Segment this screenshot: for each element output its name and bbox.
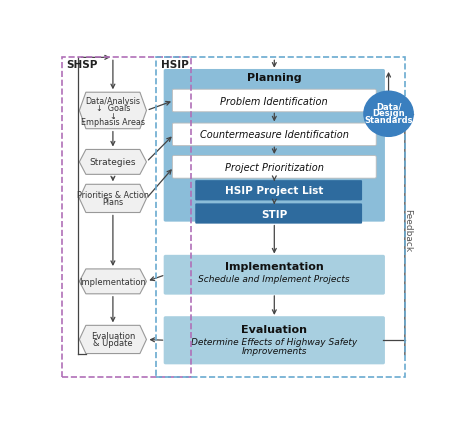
Text: Data/: Data/: [376, 103, 401, 112]
FancyBboxPatch shape: [172, 156, 376, 179]
Text: & Update: & Update: [93, 338, 133, 347]
Text: Problem Identification: Problem Identification: [220, 96, 328, 106]
FancyBboxPatch shape: [164, 316, 385, 365]
Text: HSIP Project List: HSIP Project List: [225, 186, 323, 196]
Text: ↓: ↓: [110, 112, 116, 121]
Text: Emphasis Areas: Emphasis Areas: [81, 118, 145, 126]
Text: Design: Design: [372, 109, 405, 118]
Polygon shape: [80, 269, 146, 294]
Text: Countermeasure Identification: Countermeasure Identification: [200, 130, 349, 140]
Text: Priorities & Action: Priorities & Action: [77, 190, 149, 200]
Text: Schedule and Implement Projects: Schedule and Implement Projects: [198, 274, 350, 283]
Text: Project Prioritization: Project Prioritization: [225, 163, 324, 172]
Text: Strategies: Strategies: [90, 158, 136, 167]
Polygon shape: [80, 185, 146, 213]
FancyBboxPatch shape: [195, 181, 362, 201]
Text: Improvements: Improvements: [241, 346, 307, 355]
Text: Determine Effects of Highway Safety: Determine Effects of Highway Safety: [191, 338, 358, 347]
FancyBboxPatch shape: [164, 70, 385, 222]
FancyBboxPatch shape: [164, 255, 385, 295]
Text: HSIP: HSIP: [161, 60, 189, 70]
Text: Implementation: Implementation: [80, 277, 146, 286]
Text: Evaluation: Evaluation: [241, 325, 307, 335]
Text: Planning: Planning: [247, 73, 301, 83]
Text: Data/Analysis: Data/Analysis: [85, 97, 140, 106]
Text: Plans: Plans: [102, 198, 124, 207]
Text: Feedback: Feedback: [403, 209, 412, 252]
Text: SHSP: SHSP: [66, 60, 97, 70]
Polygon shape: [80, 93, 146, 129]
Text: STIP: STIP: [261, 209, 287, 219]
Text: Evaluation: Evaluation: [91, 331, 135, 340]
Text: Standards: Standards: [364, 116, 413, 125]
FancyBboxPatch shape: [172, 90, 376, 113]
FancyBboxPatch shape: [172, 124, 376, 146]
Text: ↓  Goals: ↓ Goals: [96, 104, 130, 113]
Circle shape: [364, 92, 413, 137]
Polygon shape: [80, 326, 146, 354]
Polygon shape: [80, 150, 146, 175]
FancyBboxPatch shape: [195, 204, 362, 224]
Text: Implementation: Implementation: [225, 262, 324, 272]
